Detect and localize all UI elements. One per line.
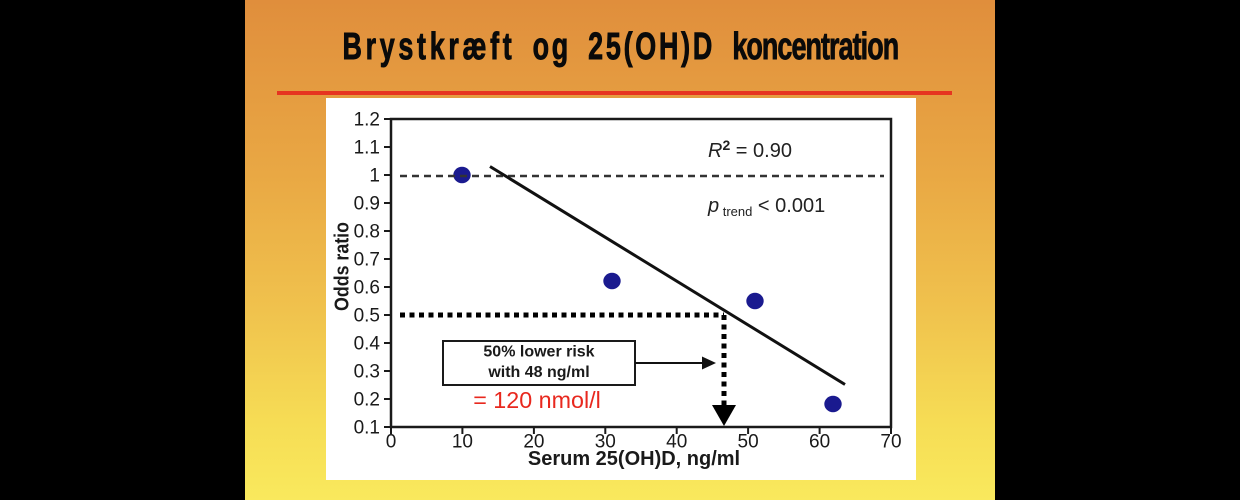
- svg-text:40: 40: [666, 432, 687, 453]
- svg-text:0: 0: [386, 432, 397, 453]
- svg-text:0.9: 0.9: [354, 194, 380, 215]
- svg-text:30: 30: [595, 432, 616, 453]
- svg-text:60: 60: [809, 432, 830, 453]
- svg-text:0.3: 0.3: [354, 362, 380, 383]
- svg-text:R2 = 0.90: R2 = 0.90: [708, 137, 792, 162]
- svg-text:0.7: 0.7: [354, 250, 380, 271]
- svg-text:0.1: 0.1: [354, 418, 380, 439]
- svg-text:p trend < 0.001: p trend < 0.001: [707, 195, 825, 219]
- svg-text:with 48 ng/ml: with 48 ng/ml: [487, 364, 589, 381]
- svg-text:Odds ratio: Odds ratio: [332, 222, 354, 311]
- svg-text:50% lower risk: 50% lower risk: [483, 344, 594, 361]
- svg-text:0.4: 0.4: [354, 334, 381, 355]
- svg-text:0.8: 0.8: [354, 222, 380, 243]
- svg-text:10: 10: [452, 432, 473, 453]
- svg-text:0.2: 0.2: [354, 390, 380, 411]
- svg-text:= 120 nmol/l: = 120 nmol/l: [473, 387, 601, 413]
- svg-text:70: 70: [880, 432, 901, 453]
- svg-text:1: 1: [369, 166, 380, 187]
- svg-text:Serum 25(OH)D, ng/ml: Serum 25(OH)D, ng/ml: [528, 448, 740, 470]
- svg-text:50: 50: [738, 432, 759, 453]
- svg-text:1.1: 1.1: [354, 138, 380, 159]
- svg-text:1.2: 1.2: [354, 110, 380, 131]
- svg-text:0.6: 0.6: [354, 278, 380, 299]
- svg-text:20: 20: [523, 432, 544, 453]
- svg-text:0.5: 0.5: [354, 306, 380, 327]
